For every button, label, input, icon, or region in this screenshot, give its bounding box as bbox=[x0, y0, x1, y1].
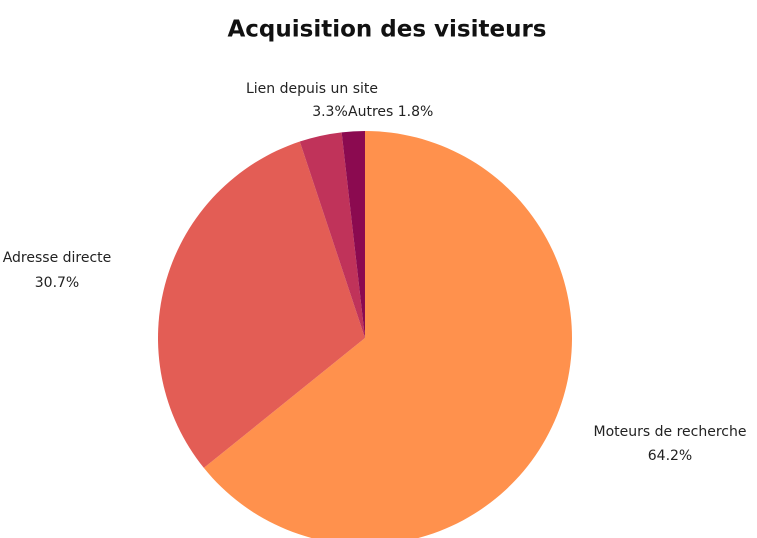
slice-name: Autres bbox=[348, 104, 393, 120]
pie-slice bbox=[203, 131, 572, 538]
chart-title: Acquisition des visiteurs bbox=[227, 17, 546, 43]
slice-name: Adresse directe bbox=[3, 250, 112, 266]
slice-value: 30.7% bbox=[35, 275, 79, 291]
slice-value: 64.2% bbox=[648, 448, 692, 464]
slice-label: Autres 1.8% bbox=[348, 104, 433, 120]
pie-slice bbox=[158, 141, 365, 468]
slice-value: 3.3% bbox=[312, 104, 348, 120]
slice-name: Moteurs de recherche bbox=[594, 424, 747, 440]
pie-slice bbox=[299, 132, 365, 338]
slice-name: Lien depuis un site bbox=[246, 81, 378, 97]
slice-value: 1.8% bbox=[398, 104, 434, 120]
pie-slice bbox=[341, 131, 365, 338]
